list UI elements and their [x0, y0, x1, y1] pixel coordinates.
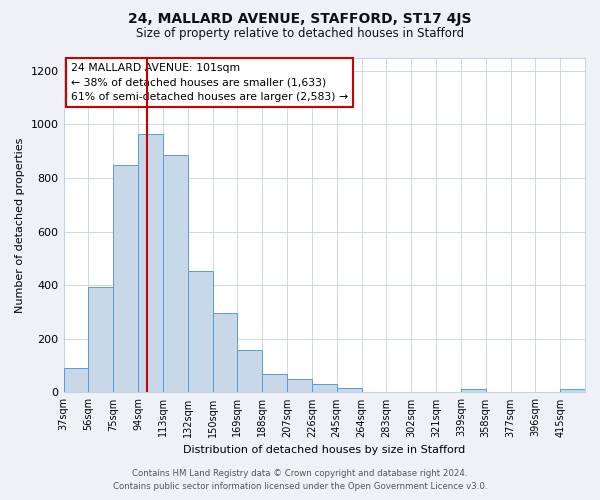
Bar — [113, 165, 138, 392]
Bar — [461, 389, 485, 392]
Text: 24, MALLARD AVENUE, STAFFORD, ST17 4JS: 24, MALLARD AVENUE, STAFFORD, ST17 4JS — [128, 12, 472, 26]
Bar — [560, 389, 585, 392]
Bar — [88, 286, 113, 393]
Bar — [262, 374, 287, 392]
Text: Size of property relative to detached houses in Stafford: Size of property relative to detached ho… — [136, 28, 464, 40]
Y-axis label: Number of detached properties: Number of detached properties — [15, 138, 25, 312]
Bar — [312, 384, 337, 392]
X-axis label: Distribution of detached houses by size in Stafford: Distribution of detached houses by size … — [183, 445, 466, 455]
Bar — [188, 270, 212, 392]
Bar — [212, 314, 238, 392]
Bar — [238, 350, 262, 393]
Bar — [287, 379, 312, 392]
Text: Contains HM Land Registry data © Crown copyright and database right 2024.
Contai: Contains HM Land Registry data © Crown c… — [113, 470, 487, 491]
Text: 24 MALLARD AVENUE: 101sqm
← 38% of detached houses are smaller (1,633)
61% of se: 24 MALLARD AVENUE: 101sqm ← 38% of detac… — [71, 62, 349, 102]
Bar — [163, 156, 188, 392]
Bar — [337, 388, 362, 392]
Bar — [138, 134, 163, 392]
Bar — [64, 368, 88, 392]
